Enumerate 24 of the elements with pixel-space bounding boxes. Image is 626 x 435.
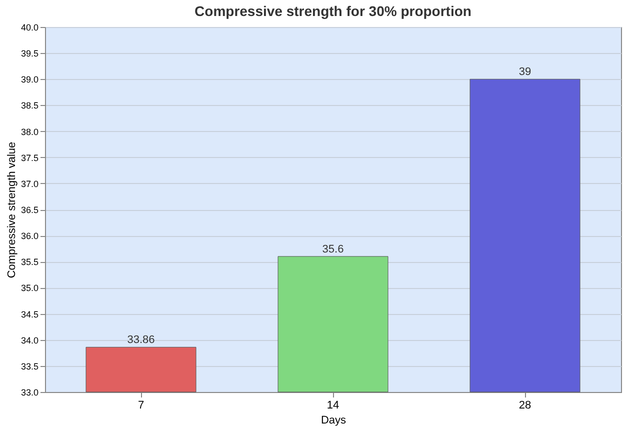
- data-label: 39: [518, 66, 532, 78]
- y-tick-label: 38.5: [20, 100, 38, 111]
- y-tick-label: 36.0: [20, 231, 38, 242]
- y-tick-label: 39.5: [20, 48, 38, 59]
- y-tick-label: 33.5: [20, 361, 38, 372]
- y-axis-title: Compressive strength value: [6, 142, 18, 278]
- y-tick-label: 35.5: [20, 257, 38, 268]
- y-tick-label: 36.5: [20, 205, 38, 215]
- x-tick-label: 14: [326, 400, 340, 412]
- y-tick-label: 38.0: [20, 126, 38, 137]
- data-label: 33.86: [127, 334, 155, 346]
- y-tick-label: 40.0: [20, 22, 38, 32]
- y-tick-label: 37.0: [20, 178, 38, 189]
- y-tick-label: 39.0: [20, 74, 38, 85]
- x-tick-label: 28: [518, 400, 532, 412]
- y-tick-label: 35.0: [20, 283, 38, 294]
- chart-title: Compressive strength for 30% proportion: [194, 3, 472, 19]
- data-label: 35.6: [322, 243, 344, 256]
- y-tick-label: 37.5: [20, 152, 38, 163]
- y-tick-label: 34.0: [20, 335, 38, 346]
- x-axis-title: Days: [320, 414, 347, 426]
- y-tick-label: 33.0: [20, 388, 38, 398]
- x-tick-label: 7: [138, 400, 144, 412]
- y-tick-label: 34.5: [20, 309, 38, 320]
